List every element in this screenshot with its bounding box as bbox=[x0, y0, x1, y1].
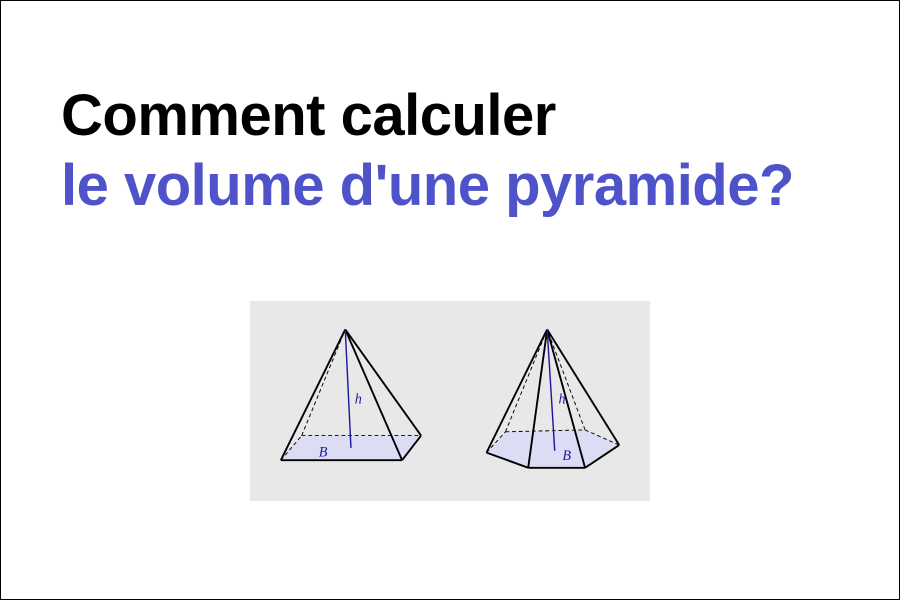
pentagon-pyramid: h B bbox=[460, 311, 640, 491]
title-line-2: le volume d'une pyramide? bbox=[61, 153, 839, 220]
title-line-1: Comment calculer bbox=[61, 86, 839, 147]
height-label: h bbox=[559, 391, 566, 407]
base-label: B bbox=[319, 444, 328, 460]
base-label: B bbox=[562, 448, 571, 464]
pyramid-diagrams: h B h B bbox=[250, 301, 650, 501]
square-pyramid: h B bbox=[260, 311, 440, 491]
height-label: h bbox=[355, 391, 362, 407]
